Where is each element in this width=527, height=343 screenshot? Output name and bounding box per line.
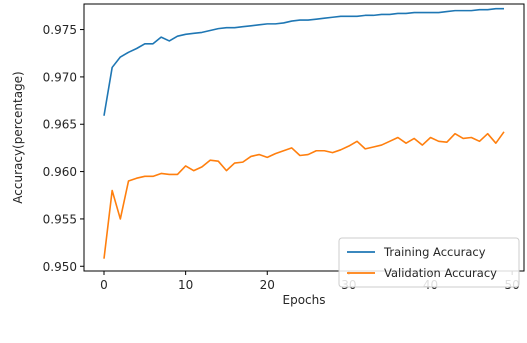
legend-label-validation: Validation Accuracy [384,266,497,280]
y-axis-label: Accuracy(percentage) [11,71,25,203]
training-accuracy-line [103,7,504,116]
validation-accuracy-line [103,131,505,259]
y-tick-label: 0.955 [43,212,77,226]
axes-frame [83,3,525,272]
legend-label-training: Training Accuracy [383,245,486,259]
x-tick-label: 20 [260,278,275,292]
y-tick-label: 0.960 [43,165,77,179]
y-axis-ticks: 0.950 0.955 0.960 0.965 0.970 0.975 [43,23,84,274]
y-tick-label: 0.965 [43,118,77,132]
x-tick-label: 0 [100,278,108,292]
legend: Training Accuracy Validation Accuracy [338,237,520,288]
y-tick-label: 0.970 [43,70,77,84]
legend-box [338,237,520,288]
plot-border [83,3,525,272]
y-tick-label: 0.950 [43,260,77,274]
series-layer [103,7,505,259]
y-tick-label: 0.975 [43,23,77,37]
x-axis-label: Epochs [283,293,326,307]
x-tick-label: 10 [178,278,193,292]
